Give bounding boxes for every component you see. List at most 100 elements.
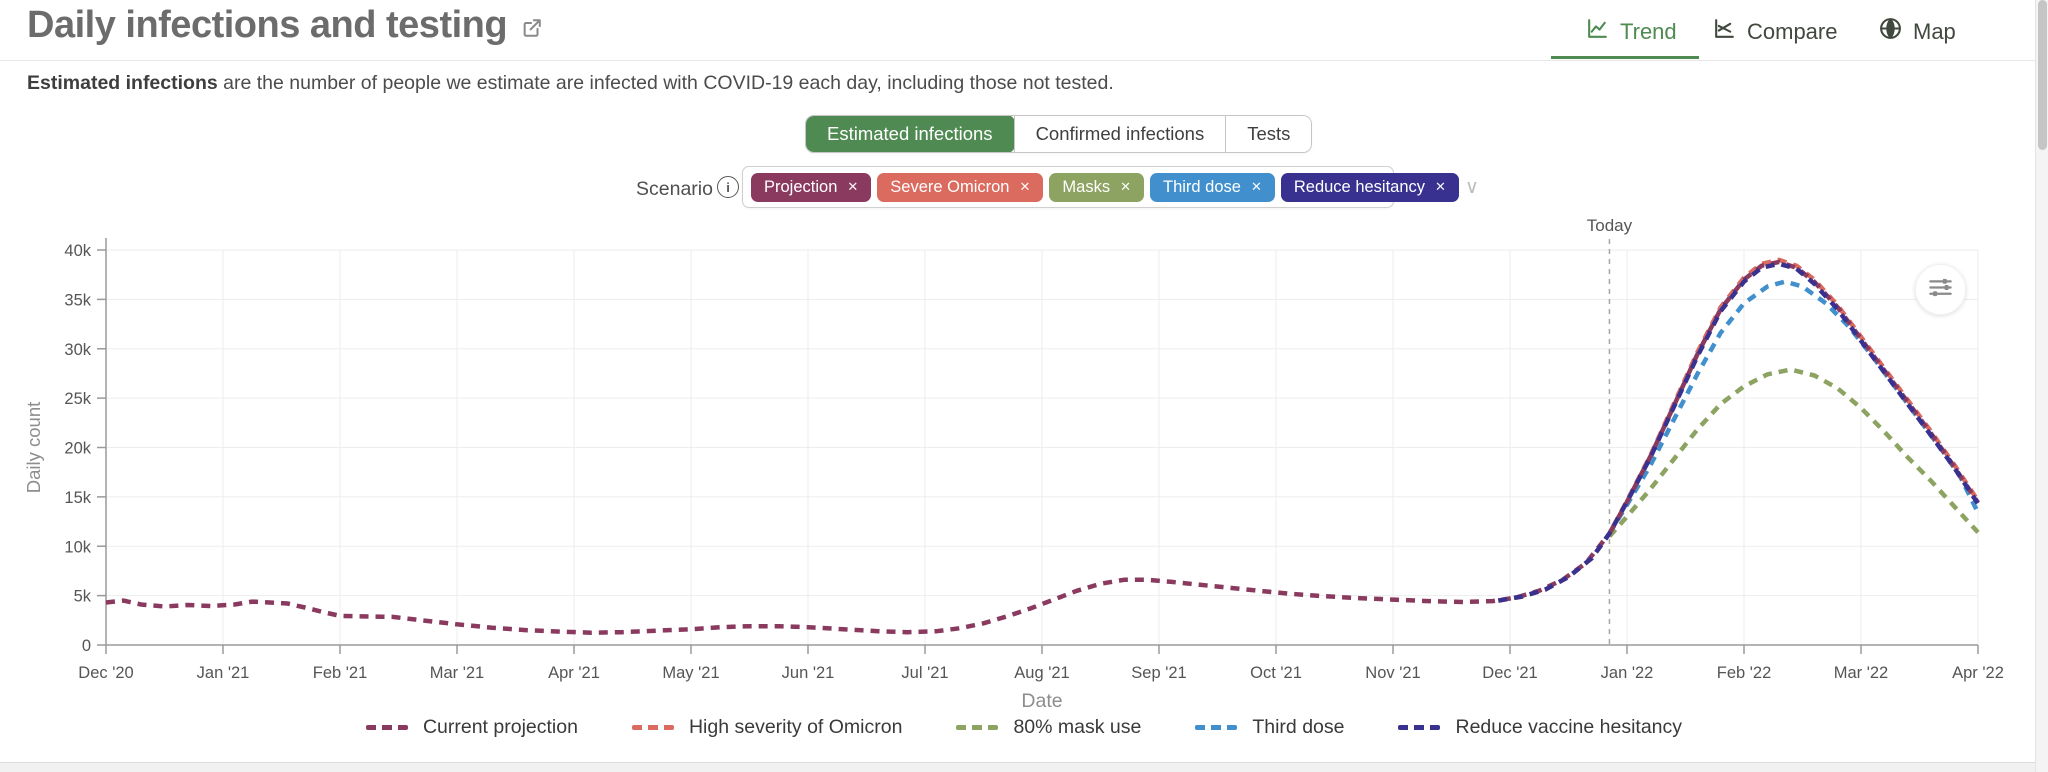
scenario-chip-reduce-hesitancy[interactable]: Reduce hesitancy ✕ — [1280, 172, 1459, 202]
svg-text:Nov '21: Nov '21 — [1365, 664, 1420, 682]
chip-label: Masks — [1062, 177, 1111, 196]
chip-close-icon[interactable]: ✕ — [847, 179, 859, 194]
svg-text:15k: 15k — [64, 489, 91, 507]
chart-description-lead: Estimated infections — [27, 72, 218, 94]
svg-text:Feb '22: Feb '22 — [1717, 664, 1772, 682]
legend-label: Reduce vaccine hesitancy — [1455, 716, 1683, 738]
tab-estimated-infections[interactable]: Estimated infections — [806, 116, 1015, 152]
svg-text:25k: 25k — [64, 390, 91, 408]
section-divider — [0, 762, 2048, 772]
svg-text:10k: 10k — [64, 538, 91, 556]
svg-text:Dec '20: Dec '20 — [78, 664, 133, 682]
svg-text:35k: 35k — [64, 291, 91, 309]
nav-item-label: Compare — [1747, 18, 1838, 44]
series-80-mask-use — [1607, 367, 1980, 538]
nav-item-map[interactable]: Map — [1878, 16, 1956, 47]
compare-chart-icon — [1712, 16, 1737, 47]
globe-icon — [1878, 16, 1903, 47]
svg-text:Sep '21: Sep '21 — [1131, 664, 1186, 682]
nav-item-label: Map — [1913, 18, 1956, 44]
page-title: Daily infections and testing — [27, 4, 543, 47]
chart-options-button[interactable] — [1915, 264, 1966, 315]
svg-text:Jan '22: Jan '22 — [1601, 664, 1654, 682]
series-lines — [105, 257, 1981, 635]
chip-close-icon[interactable]: ✕ — [1250, 179, 1262, 194]
svg-text:Jan '21: Jan '21 — [197, 664, 250, 682]
gridlines — [106, 249, 1979, 645]
tab-confirmed-infections[interactable]: Confirmed infections — [1013, 116, 1226, 152]
svg-text:5k: 5k — [74, 588, 92, 606]
svg-text:Today: Today — [1587, 216, 1633, 235]
scenario-chip-third-dose[interactable]: Third dose ✕ — [1149, 172, 1275, 202]
legend-label: Current projection — [422, 716, 578, 738]
scenario-chip-projection[interactable]: Projection ✕ — [751, 172, 872, 202]
legend-label: Third dose — [1252, 716, 1345, 738]
series-third-dose — [1607, 279, 1981, 535]
chip-close-icon[interactable]: ✕ — [1019, 179, 1031, 194]
legend-item-80-mask-use: 80% mask use — [956, 716, 1141, 739]
today-marker: Today — [1587, 216, 1633, 645]
legend-dash-swatch — [1195, 724, 1238, 731]
svg-text:Jun '21: Jun '21 — [782, 664, 835, 682]
metric-tab-group: Estimated infections Confirmed infections… — [805, 115, 1313, 153]
nav-item-label: Trend — [1620, 18, 1677, 44]
chevron-down-icon[interactable]: ∨ — [1464, 176, 1479, 198]
svg-text:Apr '22: Apr '22 — [1952, 664, 2004, 682]
svg-text:Aug '21: Aug '21 — [1014, 664, 1069, 682]
info-icon[interactable]: i — [717, 176, 739, 198]
nav-item-compare[interactable]: Compare — [1712, 16, 1837, 47]
svg-text:Mar '22: Mar '22 — [1834, 664, 1889, 682]
line-chart-icon — [1585, 16, 1610, 47]
chip-label: Projection — [764, 177, 838, 196]
active-nav-underline — [1551, 56, 1699, 59]
scenario-chip-masks[interactable]: Masks ✕ — [1049, 172, 1144, 202]
chip-close-icon[interactable]: ✕ — [1120, 179, 1131, 194]
svg-text:30k: 30k — [64, 341, 91, 359]
chip-label: Severe Omicron — [890, 177, 1010, 196]
legend-dash-swatch — [956, 724, 999, 731]
nav-item-trend[interactable]: Trend — [1585, 16, 1677, 47]
chip-close-icon[interactable]: ✕ — [1435, 179, 1446, 194]
scenario-chip-severe-omicron[interactable]: Severe Omicron ✕ — [877, 172, 1044, 202]
svg-text:Daily count: Daily count — [23, 402, 44, 494]
page-title-text: Daily infections and testing — [27, 4, 508, 46]
axes: 0 5k 10k 15k 20k 25k 30k 35k 40k Dec '20 Jan '21 Fe… — [23, 238, 2004, 712]
legend-dash-swatch — [631, 724, 674, 731]
scrollbar[interactable] — [2035, 0, 2048, 772]
svg-text:Dec '21: Dec '21 — [1482, 664, 1537, 682]
legend-dash-swatch — [365, 724, 408, 731]
scenario-chip-box[interactable]: Projection ✕ Severe Omicron ✕ Masks ✕ Third do… — [742, 166, 1479, 208]
header-divider — [0, 60, 2048, 61]
sliders-icon — [1927, 274, 1954, 306]
svg-text:Date: Date — [1021, 690, 1062, 712]
view-nav: Trend Compare Map — [0, 0, 2048, 60]
scenario-label: Scenario — [636, 178, 713, 200]
svg-text:Mar '21: Mar '21 — [430, 664, 485, 682]
trend-chart: 0 5k 10k 15k 20k 25k 30k 35k 40k Dec '20 Jan '21 Fe… — [23, 216, 2004, 712]
legend-item-high-severity-of-omicron: High severity of Omicron — [631, 716, 903, 739]
svg-text:Apr '21: Apr '21 — [548, 664, 600, 682]
chart-legend: Current projection High severity of Omic… — [0, 716, 2048, 739]
chip-label: Third dose — [1162, 177, 1241, 196]
series-current-projection-observed — [105, 532, 1612, 635]
svg-text:May '21: May '21 — [662, 664, 719, 682]
legend-label: High severity of Omicron — [688, 716, 903, 738]
chip-label: Reduce hesitancy — [1293, 177, 1426, 196]
open-external-icon[interactable] — [521, 17, 543, 39]
svg-text:Feb '21: Feb '21 — [313, 664, 368, 682]
svg-text:Jul '21: Jul '21 — [901, 664, 948, 682]
chart-description-rest: are the number of people we estimate are… — [217, 72, 1114, 94]
svg-text:Oct '21: Oct '21 — [1250, 664, 1302, 682]
scrollbar-thumb[interactable] — [2038, 0, 2047, 150]
legend-item-current-projection: Current projection — [365, 716, 578, 739]
legend-label: 80% mask use — [1013, 716, 1142, 738]
chart-description: Estimated infections are the number of p… — [27, 72, 1114, 95]
series-reduce-vaccine-hesitancy — [1497, 261, 1980, 603]
svg-text:0: 0 — [82, 637, 91, 655]
tab-tests[interactable]: Tests — [1225, 116, 1312, 152]
svg-text:40k: 40k — [64, 242, 91, 260]
svg-text:20k: 20k — [64, 440, 91, 458]
legend-item-reduce-vaccine-hesitancy: Reduce vaccine hesitancy — [1398, 716, 1682, 739]
legend-dash-swatch — [1398, 724, 1441, 731]
